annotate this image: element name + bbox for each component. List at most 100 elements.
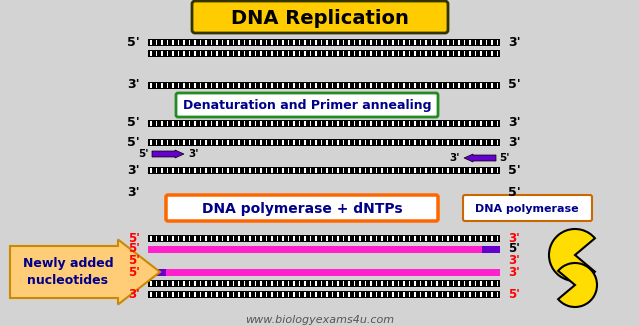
Bar	[178, 291, 180, 297]
Bar	[288, 121, 289, 126]
Text: 3': 3'	[508, 265, 520, 278]
Bar	[337, 280, 339, 286]
Bar	[227, 168, 229, 172]
Bar	[304, 121, 306, 126]
Bar	[452, 168, 454, 172]
Bar	[304, 82, 306, 87]
Bar	[414, 235, 416, 241]
Bar	[155, 51, 157, 55]
Bar	[463, 140, 465, 144]
Bar	[475, 82, 476, 87]
Bar	[442, 39, 443, 45]
Bar	[271, 235, 273, 241]
Bar	[480, 82, 482, 87]
Bar	[282, 39, 284, 45]
Bar	[189, 235, 190, 241]
Bar	[271, 51, 273, 55]
Bar	[370, 140, 372, 144]
Bar	[343, 82, 344, 87]
Bar	[497, 121, 498, 126]
Bar	[293, 121, 295, 126]
Bar	[277, 39, 279, 45]
Bar	[167, 82, 168, 87]
Bar	[282, 168, 284, 172]
Bar	[376, 235, 377, 241]
Bar	[148, 50, 500, 56]
Text: 3': 3'	[508, 116, 521, 129]
Bar	[233, 121, 235, 126]
Bar	[332, 39, 334, 45]
Bar	[442, 51, 443, 55]
Bar	[326, 39, 328, 45]
Bar	[321, 291, 322, 297]
Bar	[469, 39, 471, 45]
Bar	[293, 280, 295, 286]
Bar	[343, 168, 344, 172]
Bar	[414, 168, 416, 172]
Bar	[463, 121, 465, 126]
Bar	[408, 140, 410, 144]
Bar	[178, 168, 180, 172]
Bar	[436, 140, 438, 144]
Bar	[210, 291, 212, 297]
Bar	[425, 168, 427, 172]
Bar	[210, 121, 212, 126]
Bar	[199, 291, 201, 297]
Bar	[359, 51, 361, 55]
Bar	[166, 269, 500, 275]
Bar	[486, 235, 488, 241]
Bar	[447, 140, 449, 144]
Bar	[199, 235, 201, 241]
Bar	[167, 39, 168, 45]
Bar	[194, 235, 196, 241]
Bar	[431, 168, 433, 172]
Bar	[183, 280, 185, 286]
Bar	[155, 291, 157, 297]
Bar	[155, 168, 157, 172]
Bar	[326, 140, 328, 144]
Text: 5': 5'	[508, 79, 521, 92]
Bar	[463, 39, 465, 45]
Bar	[172, 140, 174, 144]
Bar	[364, 39, 366, 45]
Bar	[243, 51, 245, 55]
Bar	[233, 39, 235, 45]
Text: 5': 5'	[508, 164, 521, 176]
Bar	[243, 168, 245, 172]
Bar	[491, 235, 493, 241]
Bar	[387, 51, 389, 55]
Bar	[343, 121, 344, 126]
Bar	[419, 39, 421, 45]
Bar	[205, 168, 207, 172]
Bar	[397, 82, 399, 87]
FancyArrow shape	[10, 240, 160, 304]
Bar	[463, 235, 465, 241]
Bar	[161, 82, 163, 87]
Bar	[227, 140, 229, 144]
Bar	[277, 82, 279, 87]
Bar	[150, 121, 152, 126]
Bar	[249, 291, 250, 297]
FancyArrow shape	[152, 150, 184, 158]
Bar	[210, 168, 212, 172]
Bar	[376, 291, 377, 297]
Bar	[447, 121, 449, 126]
Bar	[447, 280, 449, 286]
Bar	[497, 291, 498, 297]
Bar	[205, 51, 207, 55]
FancyBboxPatch shape	[192, 1, 448, 33]
Bar	[183, 51, 185, 55]
FancyArrow shape	[464, 154, 496, 162]
Bar	[238, 235, 240, 241]
Bar	[155, 121, 157, 126]
Bar	[353, 39, 355, 45]
Bar	[381, 235, 383, 241]
Bar	[364, 291, 366, 297]
Bar	[364, 140, 366, 144]
Text: 5': 5'	[128, 255, 140, 268]
Text: 3': 3'	[127, 164, 140, 176]
Bar	[348, 280, 350, 286]
Bar	[447, 51, 449, 55]
Bar	[167, 121, 168, 126]
FancyBboxPatch shape	[166, 195, 438, 221]
